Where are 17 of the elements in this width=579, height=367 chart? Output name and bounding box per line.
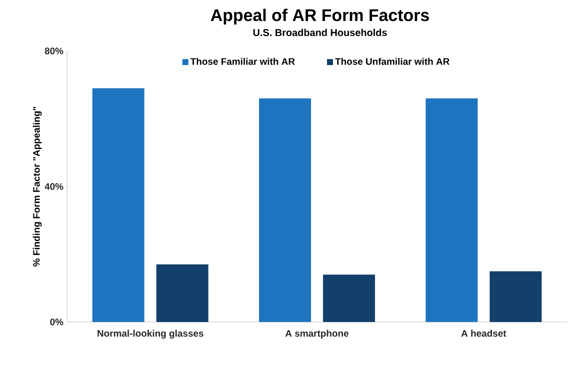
legend-label: Those Unfamiliar with AR — [335, 58, 450, 65]
bar — [426, 98, 478, 322]
y-tick-label: 0% — [50, 318, 64, 326]
bar — [156, 264, 208, 322]
bar — [323, 274, 376, 322]
chart-title: Appeal of AR Form Factors — [210, 8, 429, 25]
bar — [92, 88, 144, 322]
bar — [259, 98, 312, 322]
legend-label: Those Familiar with AR — [190, 58, 295, 65]
y-tick-label: 80% — [44, 48, 64, 54]
x-tick-label: A smartphone — [285, 330, 348, 339]
x-tick-label: Normal-looking glasses — [98, 330, 204, 339]
y-axis-title: % Finding Form Factor "Appealing" — [32, 106, 42, 266]
x-tick-label: A headset — [461, 330, 506, 337]
bar — [490, 271, 542, 322]
y-tick-label: 40% — [44, 183, 64, 190]
chart-subtitle: U.S. Broadband Households — [253, 28, 387, 36]
